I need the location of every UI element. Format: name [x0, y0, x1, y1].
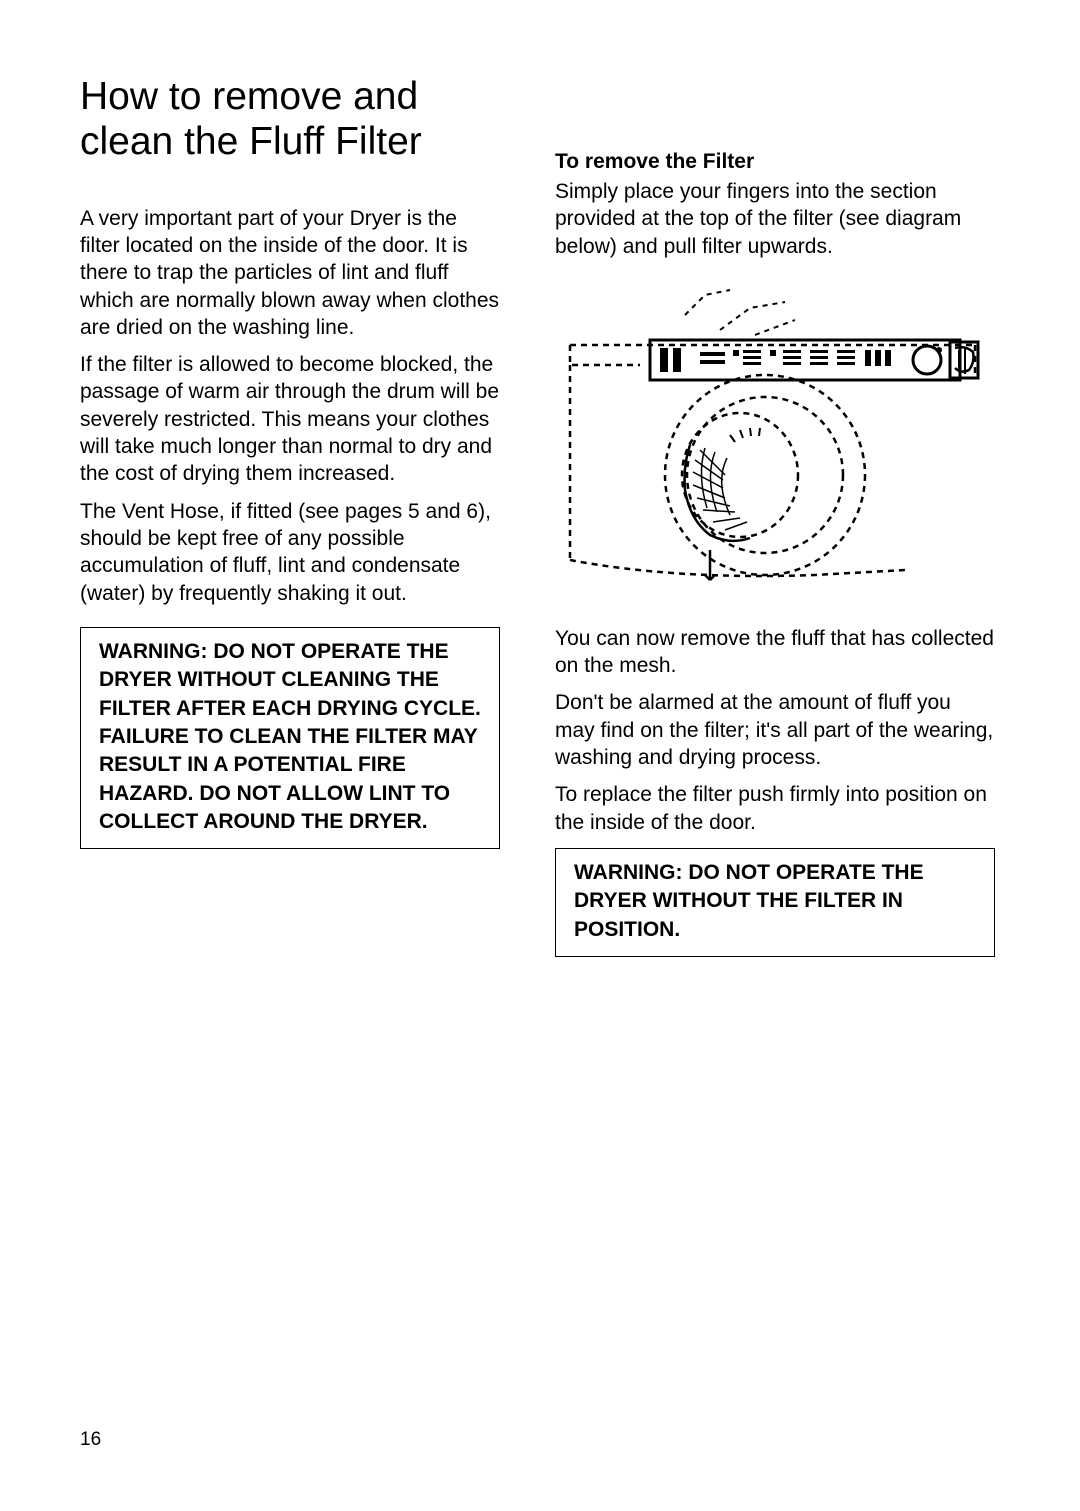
page-number: 16	[80, 1429, 101, 1451]
warning-box-left: WARNING: DO NOT OPERATE THE DRYER WITHOU…	[80, 627, 500, 849]
page-title: How to remove and clean the Fluff Filter	[80, 75, 500, 165]
warning-box-right: WARNING: DO NOT OPERATE THE DRYER WITHOU…	[555, 848, 995, 957]
warning-text-right: WARNING: DO NOT OPERATE THE DRYER WITHOU…	[574, 859, 976, 944]
paragraph-right-3: Don't be alarmed at the amount of fluff …	[555, 689, 995, 771]
dryer-diagram	[555, 280, 995, 585]
paragraph-right-1: Simply place your fingers into the secti…	[555, 178, 995, 260]
warning-text-left: WARNING: DO NOT OPERATE THE DRYER WITHOU…	[99, 638, 481, 836]
paragraph-left-2: If the filter is allowed to become block…	[80, 351, 500, 487]
paragraph-left-3: The Vent Hose, if fitted (see pages 5 an…	[80, 498, 500, 607]
paragraph-right-4: To replace the filter push firmly into p…	[555, 781, 995, 836]
subheading-remove-filter: To remove the Filter	[555, 150, 995, 174]
left-column: How to remove and clean the Fluff Filter…	[80, 75, 500, 957]
right-column: To remove the Filter Simply place your f…	[555, 75, 995, 957]
paragraph-left-1: A very important part of your Dryer is t…	[80, 205, 500, 341]
paragraph-right-2: You can now remove the fluff that has co…	[555, 625, 995, 680]
dryer-diagram-svg	[555, 280, 995, 585]
page-content: How to remove and clean the Fluff Filter…	[80, 75, 1000, 957]
